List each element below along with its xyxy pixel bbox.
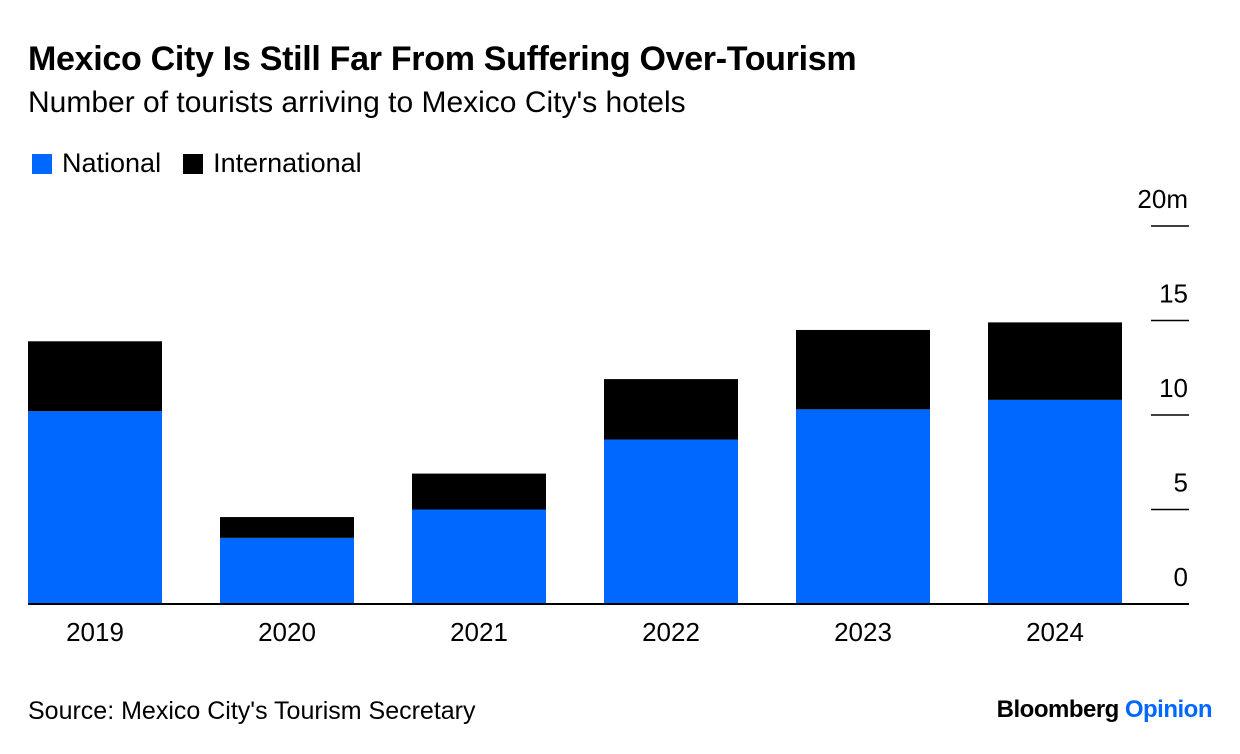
legend-item-international: International — [183, 148, 362, 179]
brand-name: Bloomberg — [996, 696, 1120, 723]
y-tick-label: 20m — [1137, 184, 1188, 214]
x-tick-label: 2021 — [450, 617, 508, 647]
bar-international-2022 — [604, 379, 738, 440]
legend-label-international: International — [213, 148, 362, 178]
x-tick-label: 2023 — [834, 617, 892, 647]
brand-logo: Bloomberg Opinion — [996, 696, 1213, 724]
x-tick-label: 2020 — [258, 617, 316, 647]
y-tick-label: 15 — [1159, 279, 1188, 309]
brand-section: Opinion — [1124, 696, 1213, 723]
legend-swatch-international — [183, 153, 204, 174]
chart-title: Mexico City Is Still Far From Suffering … — [28, 40, 857, 78]
chart-subtitle: Number of tourists arriving to Mexico Ci… — [28, 86, 686, 119]
bar-international-2019 — [28, 341, 162, 412]
legend-label-national: National — [62, 148, 162, 178]
bar-international-2021 — [412, 473, 546, 510]
y-tick-label: 10 — [1159, 373, 1188, 403]
bar-international-2020 — [220, 517, 354, 538]
bar-national-2023 — [796, 409, 930, 604]
bar-international-2024 — [988, 322, 1122, 400]
source-note: Source: Mexico City's Tourism Secretary — [28, 697, 476, 725]
bar-national-2019 — [28, 411, 162, 604]
bar-national-2024 — [988, 399, 1122, 604]
bar-national-2022 — [604, 439, 738, 604]
x-tick-label: 2019 — [66, 617, 124, 647]
bar-international-2023 — [796, 329, 930, 410]
legend: National International — [32, 148, 384, 179]
x-tick-label: 2024 — [1026, 617, 1084, 647]
bar-national-2020 — [220, 537, 354, 604]
legend-swatch-national — [32, 153, 52, 174]
bar-national-2021 — [412, 509, 546, 604]
x-tick-label: 2022 — [642, 617, 700, 647]
y-tick-label: 0 — [1174, 562, 1188, 592]
legend-item-national: National — [32, 148, 161, 179]
y-tick-label: 5 — [1174, 468, 1188, 498]
